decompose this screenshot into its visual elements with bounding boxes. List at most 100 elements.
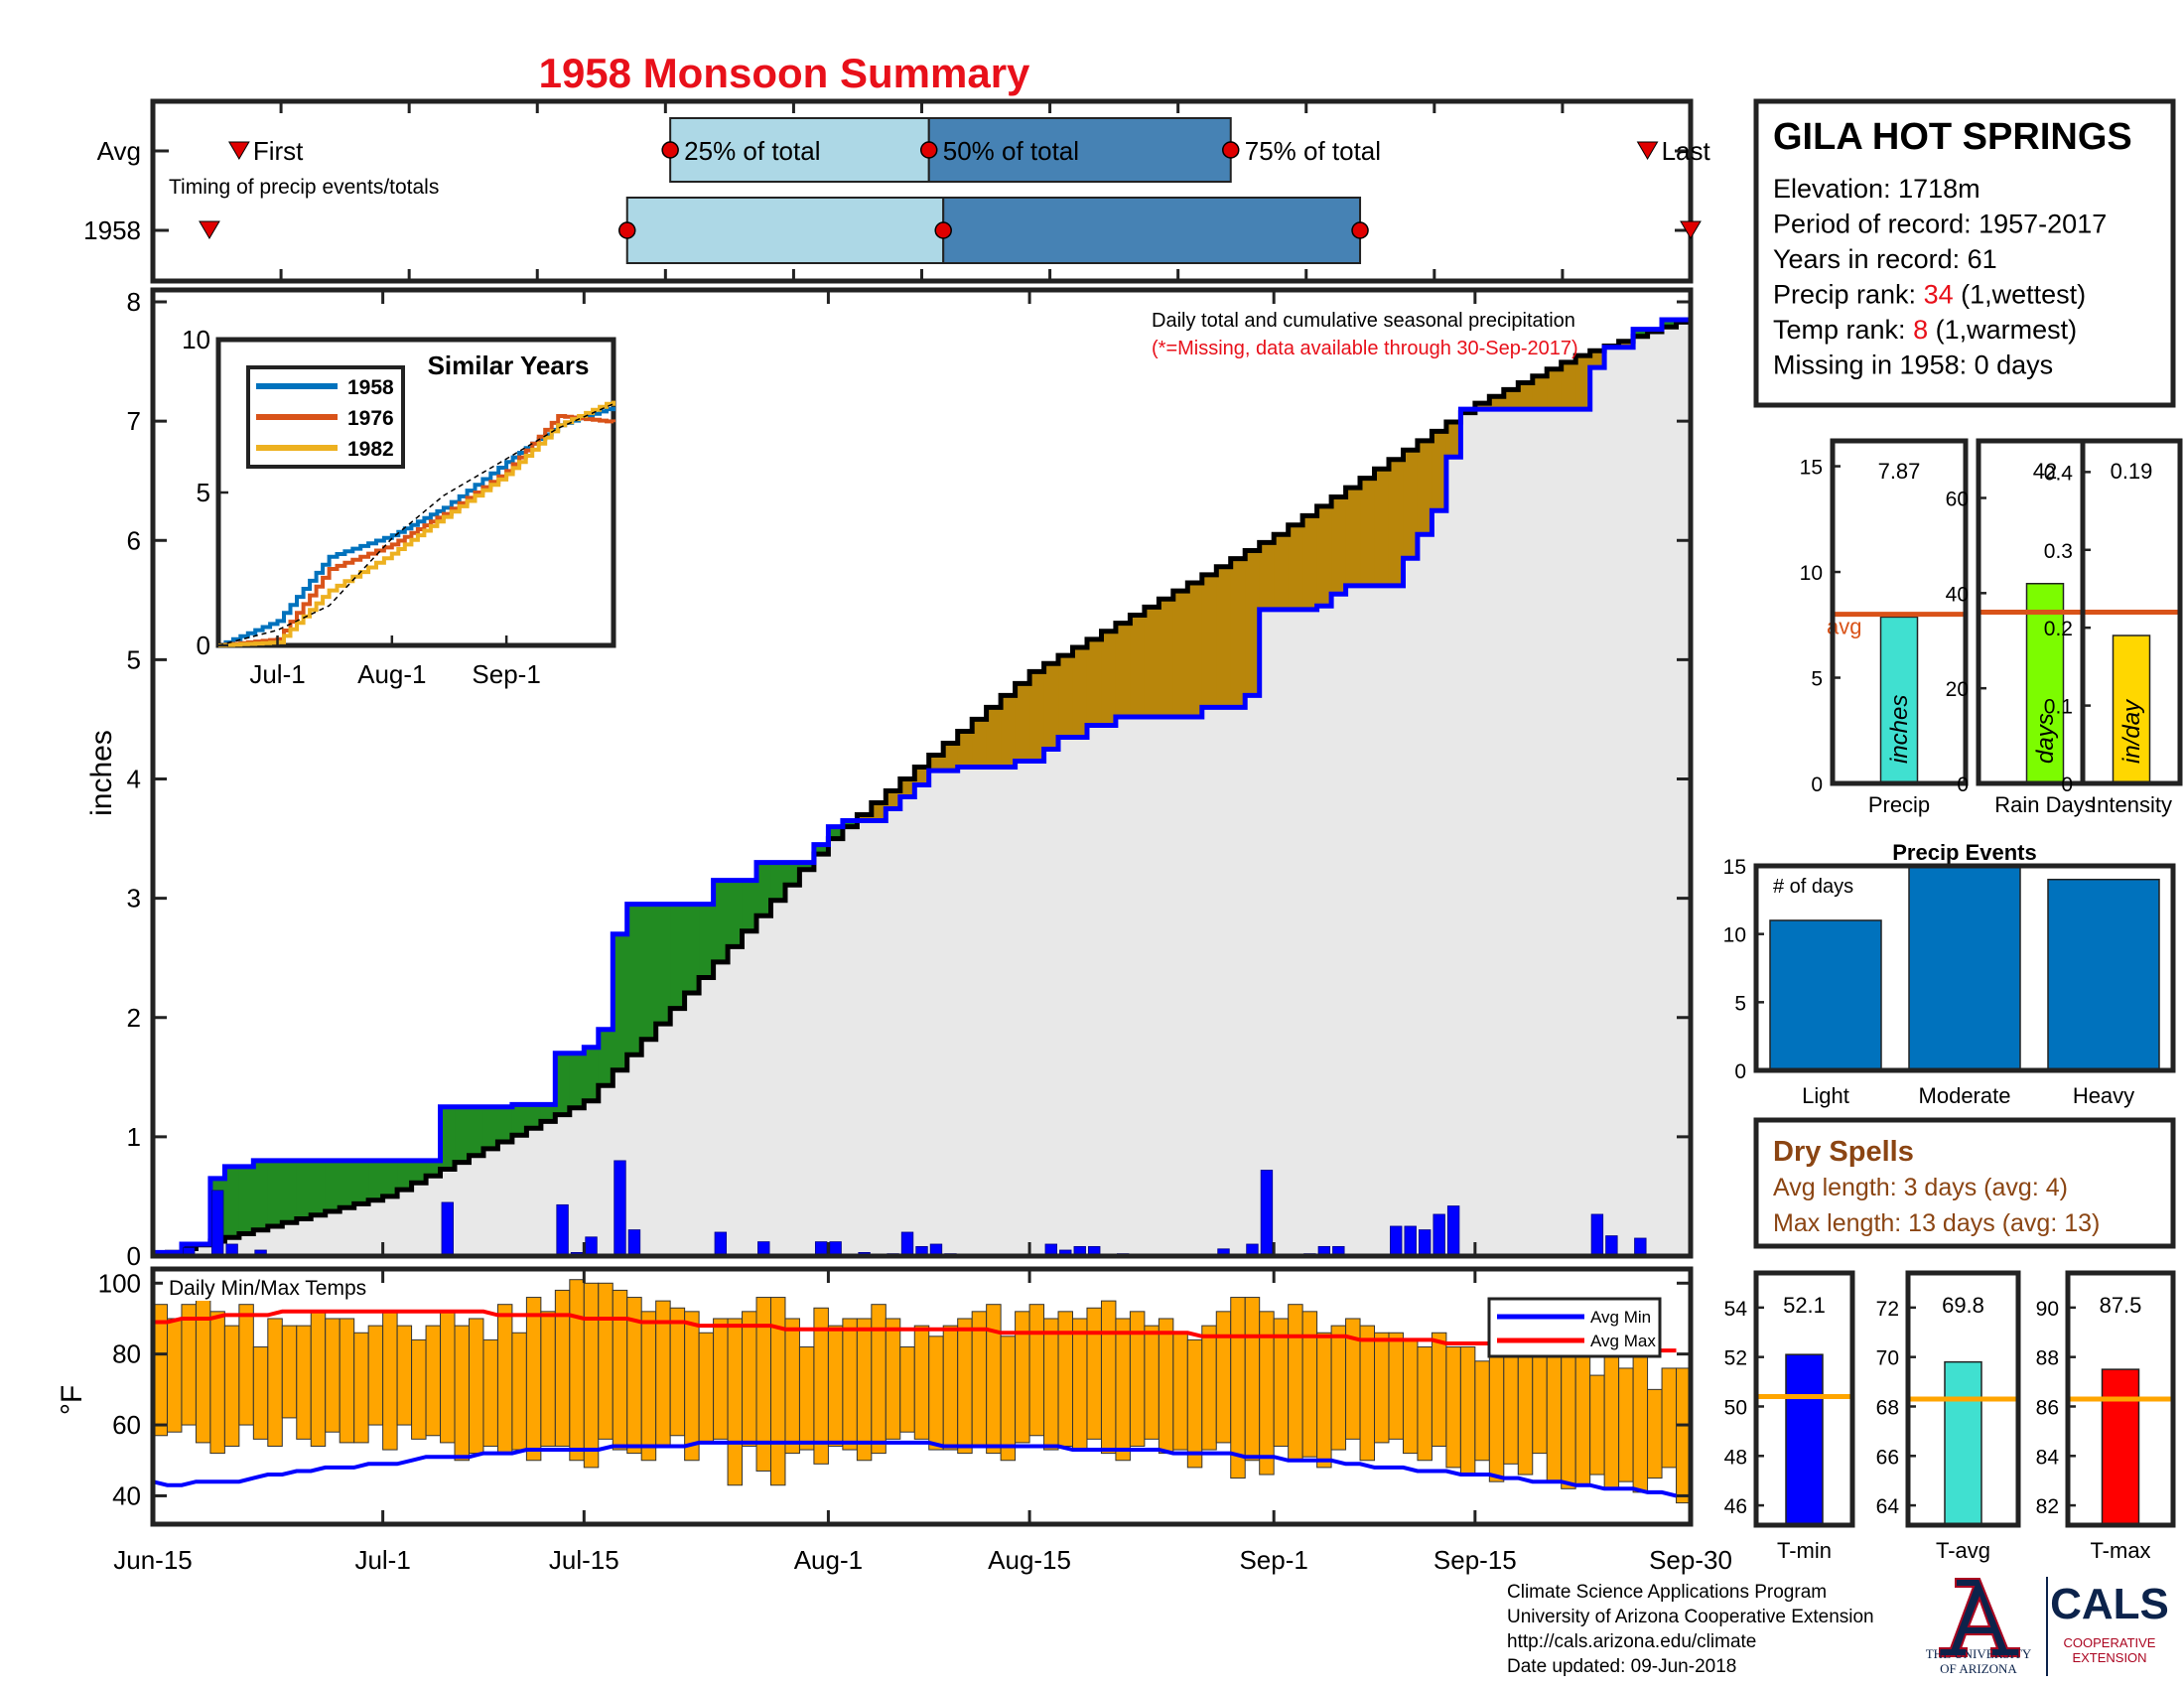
precip-events-category: Light	[1802, 1083, 1849, 1108]
tsummary-frame	[2065, 1270, 2176, 1528]
daily-temp-bar	[885, 1318, 901, 1440]
station-line-suffix: (1,warmest)	[1928, 315, 2077, 345]
daily-temp-bar	[583, 1282, 600, 1469]
wetter-than-avg-area	[569, 1053, 585, 1108]
daily-temp-bar	[511, 1332, 527, 1451]
station-line: Years in record: 61	[1773, 244, 1997, 274]
temp-plot-frame	[150, 1266, 1694, 1527]
daily-temp-bar	[957, 1318, 973, 1455]
wetter-than-avg-area	[699, 904, 715, 978]
station-line-value: 1718m	[1898, 174, 1980, 204]
events-ylabel-note: # of days	[1773, 876, 1853, 898]
timing-row-label: 1958	[83, 215, 141, 245]
avg-quantile-marker	[919, 141, 938, 159]
daily-temp-bar	[296, 1325, 312, 1440]
drier-than-avg-area	[1518, 382, 1534, 410]
daily-temp-bar	[1000, 1336, 1017, 1462]
similar-years-inset: Similar Years 1958 1976 1982 0 5 10 Jul-1 Aug-1 S…	[182, 325, 616, 689]
x-tick-label: Jun-15	[113, 1545, 193, 1575]
daily-temp-bar	[1459, 1346, 1476, 1476]
summary-y-tick-label: 60	[1946, 489, 1969, 511]
precip-events-chart: Precip Events Light Moderate Heavy # of days…	[1723, 840, 2176, 1108]
temp-summary-label: T-min	[1777, 1538, 1832, 1563]
daily-temp-bar	[1230, 1297, 1246, 1479]
tsummary-y-tick-label: 90	[2036, 1298, 2059, 1321]
drier-than-avg-area	[1259, 542, 1275, 610]
x-tick-label: Jul-1	[354, 1545, 410, 1575]
wetter-than-avg-area	[598, 1029, 614, 1086]
wetter-than-avg-area	[353, 1160, 369, 1204]
wetter-than-avg-area	[368, 1160, 384, 1200]
temp-summary-bar-T-avg	[1944, 1360, 1982, 1526]
tsummary-y-tick-label: 52	[1724, 1347, 1747, 1370]
daily-temp-bar	[1561, 1353, 1576, 1489]
drier-than-avg-area	[1532, 375, 1548, 410]
tsummary-y-tick-label: 68	[1876, 1396, 1899, 1419]
y-tick-label: 8	[127, 287, 141, 317]
year-quantile-marker	[1351, 221, 1369, 239]
drier-than-avg-area	[1575, 355, 1591, 410]
daily-temp-bar	[1431, 1332, 1447, 1447]
y-tick-label: 6	[127, 525, 141, 555]
wetter-than-avg-area	[828, 826, 844, 839]
inset-legend-label: 1976	[347, 407, 394, 430]
events-frame	[1753, 863, 2176, 1073]
daily-temp-bar	[1172, 1332, 1188, 1451]
x-tick-label: Jul-15	[549, 1545, 619, 1575]
daily-temp-bar	[1474, 1360, 1490, 1462]
drier-than-avg-area	[1201, 574, 1217, 708]
events-y-tick-label: 0	[1734, 1060, 1746, 1083]
dry-spells-line: Max length: 13 days (avg: 13)	[1773, 1209, 2100, 1237]
daily-precip-bar	[585, 1236, 598, 1257]
daily-precip-bar	[441, 1201, 454, 1257]
summary-label: Intensity	[2091, 792, 2172, 817]
daily-precip-bar	[210, 1190, 224, 1257]
daily-precip-bar	[1390, 1225, 1403, 1257]
wetter-than-avg-area	[325, 1160, 341, 1211]
year-quantile-marker	[934, 221, 952, 239]
station-line-label: Temp rank:	[1773, 315, 1913, 345]
wetter-than-avg-area	[641, 904, 657, 1040]
drier-than-avg-area	[1058, 655, 1074, 738]
daily-temp-bar	[310, 1311, 327, 1447]
drier-than-avg-area	[1547, 368, 1563, 410]
daily-temp-bar	[396, 1325, 413, 1426]
daily-temp-bar	[1144, 1325, 1160, 1440]
temp-y-tick-label: 80	[112, 1339, 141, 1369]
inset-title: Similar Years	[428, 351, 590, 380]
station-info-panel: GILA HOT SPRINGS Elevation: 1718m Period o…	[1753, 98, 2176, 408]
drier-than-avg-area	[1561, 361, 1576, 410]
tsummary-frame	[1905, 1270, 2021, 1528]
daily-temp-bar	[742, 1311, 757, 1447]
timing-caption: Timing of precip events/totals	[169, 176, 439, 199]
daily-temp-bar	[1086, 1307, 1102, 1440]
daily-precip-bar	[1260, 1170, 1274, 1257]
daily-temp-bar	[1603, 1353, 1620, 1489]
daily-temp-bar	[1517, 1353, 1534, 1476]
station-line-value: 61	[1968, 244, 1997, 274]
daily-temp-bar	[856, 1318, 873, 1462]
drier-than-avg-area	[1015, 683, 1030, 762]
year-q25-q50-box	[625, 197, 945, 264]
daily-temp-bar	[353, 1332, 369, 1444]
drier-than-avg-area	[1072, 647, 1088, 738]
station-line: Period of record: 1957-2017	[1773, 210, 2107, 239]
drier-than-avg-area	[1029, 671, 1045, 762]
daily-temp-bar	[1043, 1318, 1059, 1451]
label-75-of-total: 75% of total	[1245, 136, 1381, 166]
drier-than-avg-area	[1101, 631, 1117, 726]
wetter-than-avg-area	[728, 880, 744, 947]
daily-temp-bar	[569, 1279, 585, 1462]
wetter-than-avg-area	[626, 904, 642, 1055]
y-tick-label: 5	[127, 644, 141, 674]
daily-temp-bar	[1028, 1304, 1045, 1437]
summary-unit: in/day	[2118, 698, 2145, 764]
wetter-than-avg-area	[440, 1106, 456, 1170]
temp-chart-title: Daily Min/Max Temps	[169, 1277, 366, 1300]
wetter-than-avg-area	[1662, 320, 1678, 328]
temp-summary-bar-T-max	[2101, 1368, 2140, 1526]
daily-temp-bar	[755, 1297, 771, 1472]
drier-than-avg-area	[1345, 488, 1361, 586]
daily-temp-bar	[496, 1304, 513, 1455]
